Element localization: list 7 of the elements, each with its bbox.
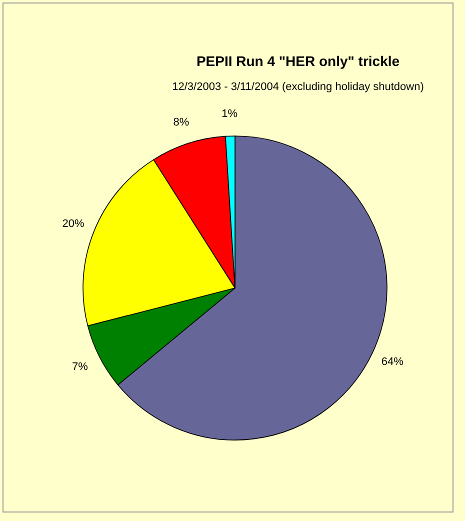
chart-title: PEPII Run 4 "HER only" trickle [196,53,400,69]
data-label: 7% [72,360,88,373]
data-label: 20% [62,218,84,230]
data-label: 8% [173,116,190,128]
data-label: 1% [222,108,238,120]
data-label: 64% [381,356,404,368]
chart-subtitle: 12/3/2003 - 3/11/2004 (excluding holiday shutdown) [172,81,424,93]
